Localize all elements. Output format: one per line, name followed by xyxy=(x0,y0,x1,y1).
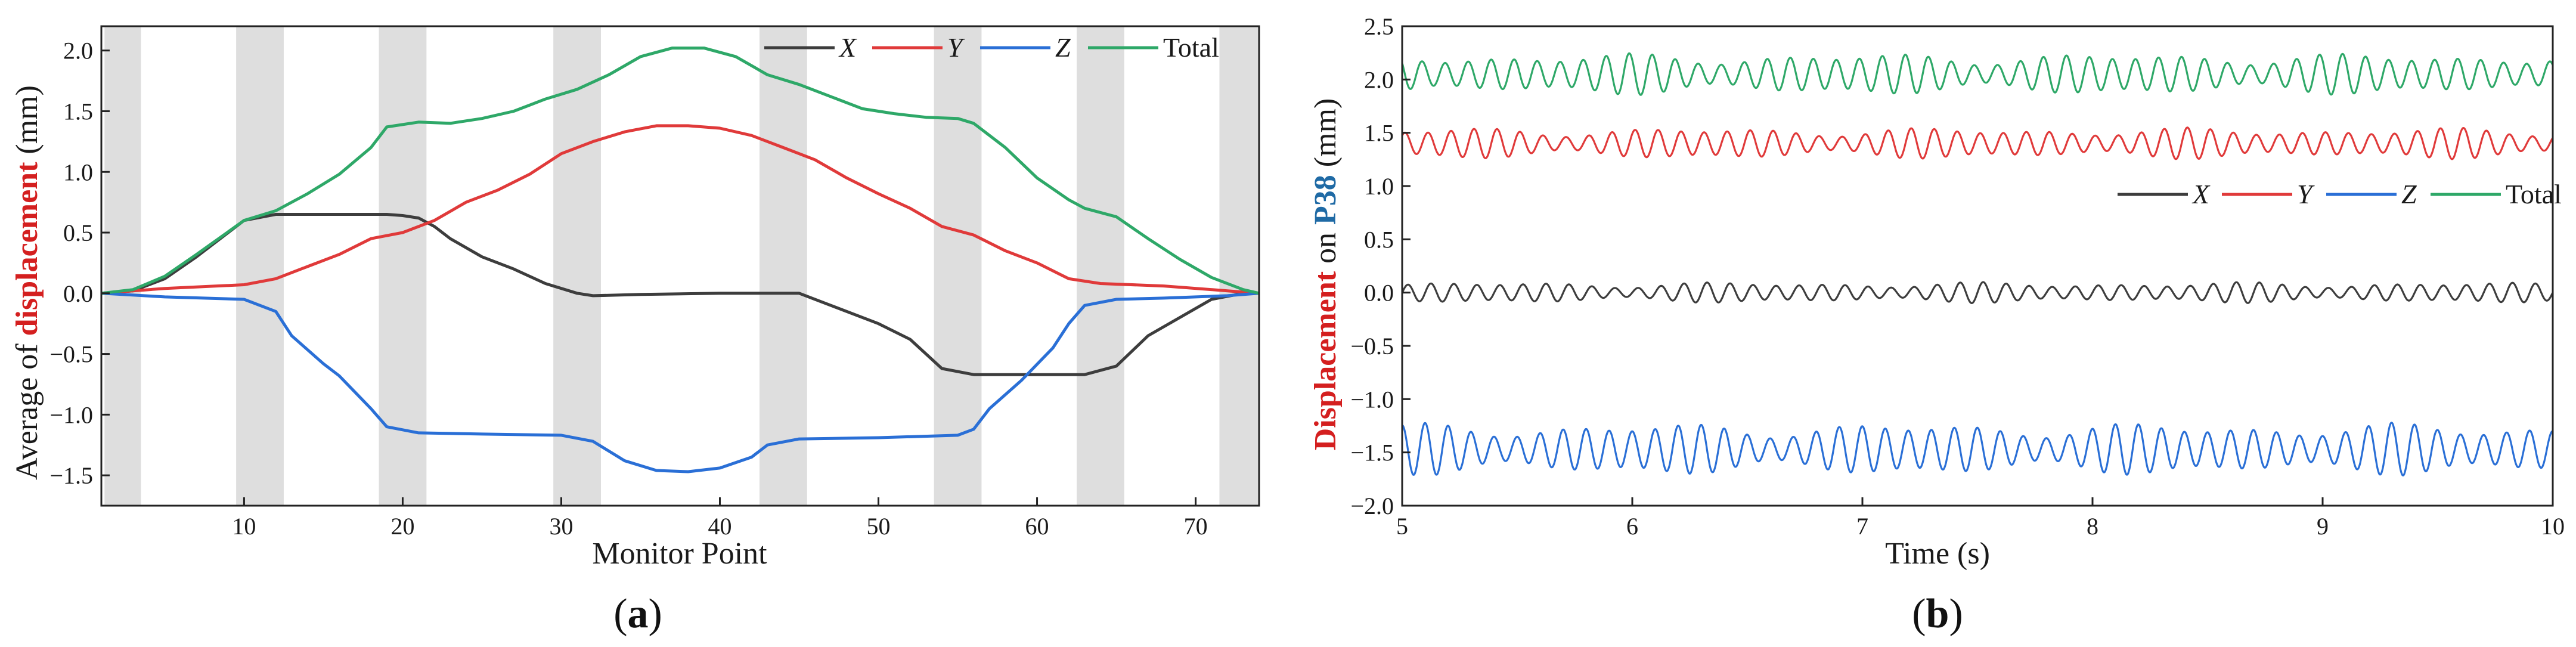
shaded-bands xyxy=(104,26,1259,506)
y-tick-label: −1.5 xyxy=(49,462,93,489)
legend-label-total: Total xyxy=(1163,32,1219,63)
y-axis-label-part: displacement xyxy=(10,162,44,336)
panel-label-b: (b) xyxy=(1912,591,1963,637)
panel-label-a: (a) xyxy=(613,591,662,637)
y-axis-label-part: P38 xyxy=(1309,175,1343,225)
series-line-x xyxy=(101,213,1259,376)
panel-label-a-letter: a xyxy=(628,591,649,637)
legend-label-total: Total xyxy=(2506,179,2562,209)
y-tick-label: 0.5 xyxy=(63,219,93,246)
y-tick-label: −1.0 xyxy=(49,401,93,428)
y-tick-label: 1.0 xyxy=(1364,173,1394,200)
x-axis-label-a: Monitor Point xyxy=(592,537,767,571)
plot-frame-b xyxy=(1401,25,2554,507)
shaded-band xyxy=(1077,26,1124,506)
y-tick-label: 0.0 xyxy=(1364,280,1394,307)
y-axis-label-part: on xyxy=(1309,225,1343,271)
x-tick-label: 7 xyxy=(1856,513,1868,540)
legend-b: X Y Z Total xyxy=(2118,179,2562,209)
y-tick-label: 2.5 xyxy=(1364,13,1394,40)
x-tick-label: 60 xyxy=(1025,513,1049,540)
y-tick-label: 0.0 xyxy=(63,280,93,307)
legend-label-z: Z xyxy=(2401,179,2417,209)
shaded-band xyxy=(104,26,141,506)
x-tick-label: 5 xyxy=(1396,513,1408,540)
series-line-total xyxy=(1401,52,2554,96)
series-group-a xyxy=(101,47,1260,473)
x-tick-label: 20 xyxy=(390,513,414,540)
y-axis-label-b: Displacement on P38 (mm) xyxy=(1309,98,1343,451)
y-axis-label-part: Displacement xyxy=(1309,271,1343,450)
shaded-band xyxy=(934,26,982,506)
series-group-b xyxy=(1401,52,2554,476)
chart-b: 5 6 7 8 9 10 −2.0 −1.5 −1.0 −0.5 0.0 0.5 1.0 1.5 2.0 2… xyxy=(1309,13,2565,637)
series-line-total xyxy=(101,47,1260,295)
y-tick-label: 0.5 xyxy=(1364,226,1394,253)
y-axis-label-part: (mm) xyxy=(10,85,44,162)
y-tick-label: 2.0 xyxy=(1364,66,1394,93)
shaded-band xyxy=(553,26,601,506)
x-tick-label: 10 xyxy=(232,513,256,540)
legend-label-y: Y xyxy=(2297,179,2315,209)
legend-label-x: X xyxy=(838,32,857,63)
x-tick-label: 8 xyxy=(2087,513,2098,540)
y-tick-label: −2.0 xyxy=(1350,493,1394,519)
y-tick-label: 2.0 xyxy=(63,38,93,64)
y-tick-label: 1.5 xyxy=(63,98,93,125)
x-tick-label: 9 xyxy=(2317,513,2329,540)
y-tick-label: −1.5 xyxy=(1350,439,1394,466)
series-line-y xyxy=(1401,126,2554,160)
x-tick-label: 40 xyxy=(708,513,732,540)
y-axis-label-part: (mm) xyxy=(1309,98,1343,175)
x-ticks-a: 10 20 30 40 50 60 70 xyxy=(232,497,1208,540)
shaded-band xyxy=(1219,26,1259,506)
legend-label-x: X xyxy=(2191,179,2211,209)
y-axis-label-a: Average of displacement (mm) xyxy=(10,85,44,480)
series-line-x xyxy=(1401,281,2554,304)
y-tick-label: −0.5 xyxy=(49,341,93,368)
series-line-y xyxy=(101,124,1260,295)
chart-a: 10 20 30 40 50 60 70 −1.5 −1.0 −0.5 0.0 0.5 1.0 1.5 2… xyxy=(10,25,1260,637)
y-tick-label: 1.5 xyxy=(1364,120,1394,147)
x-ticks-b: 5 6 7 8 9 10 xyxy=(1396,497,2565,540)
y-tick-label: −1.0 xyxy=(1350,386,1394,413)
shaded-band xyxy=(760,26,807,506)
legend-label-y: Y xyxy=(947,32,965,63)
y-axis-label-part: Average of xyxy=(10,336,44,480)
plot-frame-a xyxy=(100,25,1260,507)
x-tick-label: 70 xyxy=(1184,513,1208,540)
y-tick-label: −0.5 xyxy=(1350,333,1394,360)
legend-label-z: Z xyxy=(1055,32,1071,63)
x-tick-label: 10 xyxy=(2541,513,2565,540)
series-line-z xyxy=(101,292,1260,473)
series-line-z xyxy=(1402,422,2553,476)
x-tick-label: 50 xyxy=(867,513,891,540)
panel-label-b-letter: b xyxy=(1926,591,1949,637)
x-tick-label: 30 xyxy=(549,513,573,540)
x-tick-label: 6 xyxy=(1626,513,1638,540)
y-tick-label: 1.0 xyxy=(63,159,93,185)
x-axis-label-b: Time (s) xyxy=(1885,537,1990,571)
legend-a: X Y Z Total xyxy=(764,32,1219,63)
y-ticks-a: −1.5 −1.0 −0.5 0.0 0.5 1.0 1.5 2.0 xyxy=(49,38,110,489)
shaded-band xyxy=(236,26,284,506)
y-ticks-b: −2.0 −1.5 −1.0 −0.5 0.0 0.5 1.0 1.5 2.0 2.5 xyxy=(1350,13,1411,519)
